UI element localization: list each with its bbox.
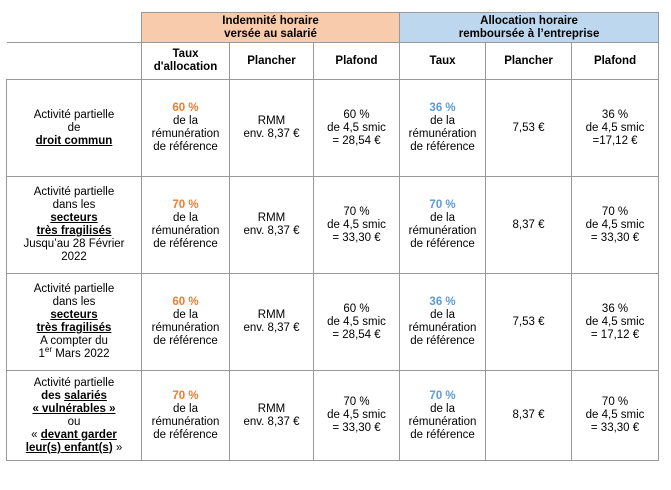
salarie-plancher-value: 8,37 € (267, 128, 300, 140)
row-label: Activité partielle des salariés « vulnér… (6, 370, 142, 461)
table-row: Activité partielle dans les secteurs trè… (6, 273, 660, 371)
entreprise-plafond-cell: 70 % de 4,5 smic = 33,30 € (571, 370, 660, 461)
salarie-taux-cell: 70 % de la rémunération de référence (141, 370, 230, 461)
col-header-plafond-entreprise: Plafond (571, 42, 660, 80)
corner-cell (6, 12, 142, 43)
group-entreprise-line2: remboursée à l’entreprise (458, 27, 600, 40)
salarie-plafond-cell: 60 % de 4,5 smic = 28,54 € (312, 273, 401, 371)
entreprise-rate: 36 % (429, 296, 456, 308)
entreprise-plancher-cell: 7,53 € (485, 273, 573, 371)
table-row: Activité partielle des salariés « vulnér… (6, 370, 660, 461)
group-header-salarie: Indemnité horaire versée au salarié (140, 12, 401, 43)
salarie-plancher-cell: RMM env. 8,37 € (229, 79, 314, 177)
taux-allocation-line2: d'allocation (153, 61, 218, 73)
header-group-row: Indemnité horaire versée au salarié Allo… (6, 12, 660, 43)
entreprise-plafond-cell: 70 % de 4,5 smic = 33,30 € (571, 176, 660, 274)
taux-allocation-line1: Taux (172, 48, 199, 60)
entreprise-plafond-cell: 36 % de 4,5 smic =17,12 € (571, 79, 660, 177)
row-label: Activité partielle dans les secteurs trè… (6, 273, 142, 371)
col-header-plancher-entreprise: Plancher (485, 42, 573, 80)
entreprise-plancher-cell: 8,37 € (485, 370, 573, 461)
salarie-plancher-cell: RMM env. 8,37 € (229, 176, 314, 274)
salarie-plafond-cell: 70 % de 4,5 smic = 33,30 € (312, 370, 401, 461)
salarie-rate: 70 % (172, 199, 199, 211)
entreprise-taux-cell: 70 % de la rémunération de référence (399, 370, 487, 461)
allocation-table: Indemnité horaire versée au salarié Allo… (6, 12, 660, 461)
entreprise-plancher-cell: 7,53 € (485, 79, 573, 177)
entreprise-rate: 70 % (429, 389, 456, 402)
salarie-taux-cell: 60 % de la rémunération de référence (141, 79, 230, 177)
salarie-taux-cell: 70 % de la rémunération de référence (141, 176, 230, 274)
salarie-plafond-cell: 70 % de 4,5 smic = 33,30 € (312, 176, 401, 274)
entreprise-taux-cell: 36 % de la rémunération de référence (399, 79, 487, 177)
table-row: Activité partielle de droit commun 60 % … (6, 79, 660, 177)
salarie-taux-cell: 60 % de la rémunération de référence (141, 273, 230, 371)
salarie-rate: 60 % (172, 102, 199, 114)
row-label-line: de (67, 121, 81, 134)
entreprise-plafond-cell: 36 % de 4,5 smic = 17,12 € (571, 273, 660, 371)
salarie-rate: 60 % (172, 296, 199, 308)
col-header-taux-allocation: Taux d'allocation (141, 42, 230, 80)
header-sub-row: Taux d'allocation Plancher Plafond Taux … (6, 42, 660, 80)
row-label: Activité partielle de droit commun (6, 79, 142, 177)
group-salarie-line1: Indemnité horaire (222, 14, 319, 27)
col-header-plancher-salarie: Plancher (229, 42, 314, 80)
col-header-plafond-salarie: Plafond (312, 42, 401, 80)
group-entreprise-line1: Allocation horaire (480, 14, 578, 27)
table-row: Activité partielle dans les secteurs trè… (6, 176, 660, 274)
row-label-emphasis: droit commun (35, 134, 113, 147)
salarie-plancher-cell: RMM env. 8,37 € (229, 370, 314, 461)
group-header-entreprise: Allocation horaire remboursée à l’entrep… (399, 12, 660, 43)
col-header-taux-entreprise: Taux (399, 42, 487, 80)
entreprise-taux-cell: 70 % de la rémunération de référence (399, 176, 487, 274)
salarie-rate: 70 % (172, 389, 199, 402)
salarie-plafond-cell: 60 % de 4,5 smic = 28,54 € (312, 79, 401, 177)
row-label-line: Activité partielle (33, 108, 115, 121)
group-salarie-line2: versée au salarié (224, 27, 317, 40)
row-label: Activité partielle dans les secteurs trè… (6, 176, 142, 274)
salarie-plancher-cell: RMM env. 8,37 € (229, 273, 314, 371)
entreprise-rate: 70 % (429, 199, 456, 211)
entreprise-taux-cell: 36 % de la rémunération de référence (399, 273, 487, 371)
entreprise-rate: 36 % (429, 102, 456, 114)
corner-cell-2 (6, 42, 142, 80)
entreprise-plancher-cell: 8,37 € (485, 176, 573, 274)
